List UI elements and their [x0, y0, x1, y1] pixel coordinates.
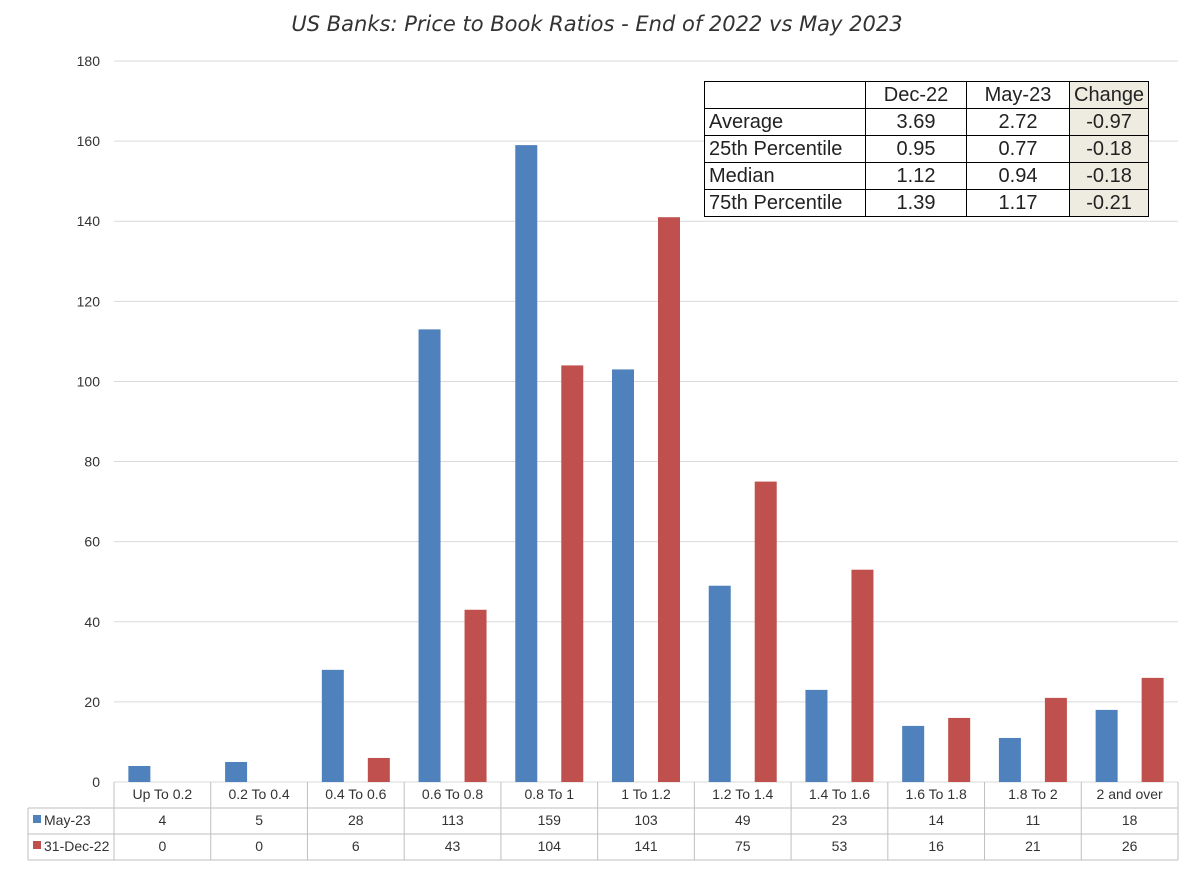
- stats-change-value: -0.97: [1068, 108, 1150, 136]
- legend-swatch: [33, 815, 41, 823]
- legend-label: 31-Dec-22: [44, 838, 110, 854]
- stats-row-25th-percentile: 25th Percentile 0.95 0.77 -0.18: [704, 135, 1150, 163]
- data-table-value: 14: [928, 812, 944, 828]
- stats-row-75th-percentile: 75th Percentile 1.39 1.17 -0.21: [704, 189, 1150, 217]
- bar-may-23-10: [1095, 709, 1118, 782]
- data-table-value: 0: [255, 838, 263, 854]
- y-tick-label: 120: [77, 293, 101, 309]
- bar-may-23-6: [708, 585, 731, 782]
- data-table-value: 4: [158, 812, 166, 828]
- y-tick-label: 40: [84, 614, 100, 630]
- bar-31-dec-22-9: [1044, 697, 1067, 782]
- legend-label: May-23: [44, 812, 91, 828]
- y-tick-label: 20: [84, 694, 100, 710]
- stats-header-row: Dec-22 May-23 Change: [704, 81, 1150, 109]
- bar-31-dec-22-6: [754, 481, 777, 782]
- stats-row-label: 75th Percentile: [704, 189, 866, 217]
- data-table-value: 53: [832, 838, 848, 854]
- data-table-value: 6: [352, 838, 360, 854]
- stats-row-average: Average 3.69 2.72 -0.97: [704, 108, 1150, 136]
- stats-may23-value: 0.94: [966, 162, 1070, 190]
- data-table-value: 103: [634, 812, 658, 828]
- stats-header-change: Change: [1068, 81, 1150, 109]
- y-axis: 0 20 40 60 80 100 120 140 160 180: [77, 53, 101, 790]
- stats-may23-value: 0.77: [966, 135, 1070, 163]
- data-table-value: 11: [1026, 812, 1041, 828]
- stats-header-may23: May-23: [966, 81, 1070, 109]
- data-table-value: 141: [634, 838, 658, 854]
- data-table-value: 104: [538, 838, 562, 854]
- category-label: 2 and over: [1097, 786, 1163, 802]
- bar-31-dec-22-10: [1141, 677, 1164, 782]
- y-tick-label: 80: [84, 454, 100, 470]
- bar-31-dec-22-7: [851, 569, 874, 782]
- gridlines: [114, 60, 1178, 783]
- data-table-value: 49: [735, 812, 751, 828]
- stats-table: Dec-22 May-23 Change Average 3.69 2.72 -…: [704, 81, 1150, 217]
- stats-change-value: -0.21: [1068, 189, 1150, 217]
- category-label: 1.6 To 1.8: [906, 786, 967, 802]
- y-tick-label: 140: [77, 213, 101, 229]
- stats-change-value: -0.18: [1068, 162, 1150, 190]
- bar-may-23-1: [225, 761, 248, 782]
- category-label: 0.8 To 1: [524, 786, 574, 802]
- bar-may-23-7: [805, 689, 828, 782]
- bars: [128, 145, 1164, 782]
- category-label: 1.8 To 2: [1008, 786, 1058, 802]
- chart-title: US Banks: Price to Book Ratios - End of …: [291, 12, 902, 36]
- stats-dec22-value: 3.69: [865, 108, 967, 136]
- bar-may-23-5: [612, 369, 634, 782]
- data-table-value: 113: [441, 812, 464, 828]
- bar-may-23-3: [418, 329, 441, 782]
- stats-dec22-value: 1.12: [865, 162, 967, 190]
- y-tick-label: 60: [84, 534, 100, 550]
- bar-31-dec-22-2: [367, 757, 390, 782]
- legend-swatch: [33, 841, 41, 849]
- bar-31-dec-22-5: [658, 217, 680, 782]
- stats-may23-value: 1.17: [966, 189, 1070, 217]
- bar-31-dec-22-8: [948, 717, 971, 782]
- category-label: 0.4 To 0.6: [325, 786, 386, 802]
- bar-may-23-4: [515, 145, 538, 782]
- data-table-value: 5: [255, 812, 263, 828]
- stats-row-label: 25th Percentile: [704, 135, 866, 163]
- stats-may23-value: 2.72: [966, 108, 1070, 136]
- data-table-value: 43: [445, 838, 461, 854]
- category-label: 0.6 To 0.8: [422, 786, 483, 802]
- y-tick-label: 0: [92, 774, 100, 790]
- category-label: 1.4 To 1.6: [809, 786, 870, 802]
- category-label: 1.2 To 1.4: [712, 786, 773, 802]
- y-tick-label: 180: [77, 53, 101, 69]
- bar-31-dec-22-3: [464, 609, 487, 782]
- bar-may-23-9: [998, 737, 1021, 782]
- stats-header-dec22: Dec-22: [865, 81, 967, 109]
- data-table-value: 21: [1025, 838, 1041, 854]
- data-table-value: 0: [158, 838, 166, 854]
- bar-may-23-2: [321, 669, 344, 782]
- bar-may-23-0: [128, 765, 151, 782]
- bar-may-23-8: [902, 725, 925, 782]
- stats-change-value: -0.18: [1068, 135, 1150, 163]
- stats-header-blank: [704, 81, 866, 109]
- data-table-value: 23: [832, 812, 848, 828]
- y-tick-label: 160: [77, 133, 101, 149]
- category-label: 1 To 1.2: [621, 786, 671, 802]
- data-table: Up To 0.2 0.2 To 0.4 0.4 To 0.6 0.6 To 0.8 0…: [27, 782, 1179, 861]
- category-label: 0.2 To 0.4: [228, 786, 289, 802]
- y-tick-label: 100: [77, 373, 101, 389]
- data-table-value: 18: [1122, 812, 1138, 828]
- data-table-value: 28: [348, 812, 364, 828]
- data-table-value: 159: [538, 812, 562, 828]
- data-table-value: 75: [735, 838, 751, 854]
- stats-row-median: Median 1.12 0.94 -0.18: [704, 162, 1150, 190]
- data-table-value: 16: [928, 838, 944, 854]
- stats-dec22-value: 1.39: [865, 189, 967, 217]
- category-label: Up To 0.2: [133, 786, 193, 802]
- stats-row-label: Average: [704, 108, 866, 136]
- stats-dec22-value: 0.95: [865, 135, 967, 163]
- stats-row-label: Median: [704, 162, 866, 190]
- bar-31-dec-22-4: [561, 365, 584, 782]
- data-table-value: 26: [1122, 838, 1138, 854]
